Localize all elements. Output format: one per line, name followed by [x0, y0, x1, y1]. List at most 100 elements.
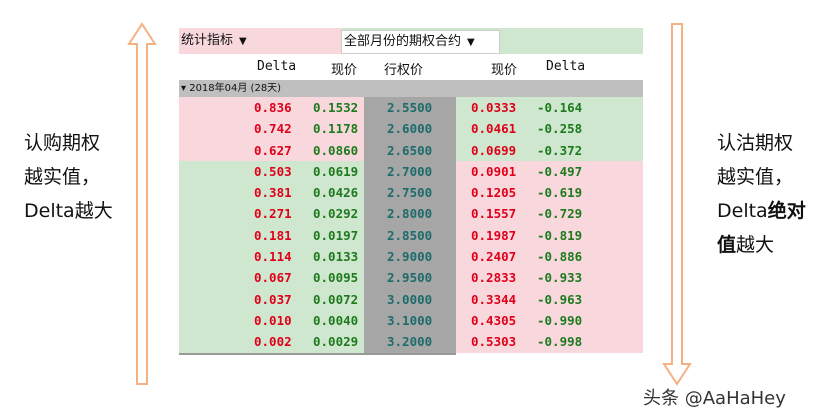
strike-bg — [364, 118, 456, 140]
contract-month-label: 全部月份的期权合约 — [344, 34, 462, 49]
call-delta-cell: 0.381 — [254, 185, 292, 201]
strike-bg — [364, 224, 456, 247]
call-side-bg — [179, 203, 364, 225]
strike-cell: 2.7500 — [387, 185, 433, 201]
put-side-bg — [456, 288, 643, 310]
collapse-triangle-icon[interactable]: ▾ — [181, 83, 190, 94]
call-side-bg — [179, 97, 364, 119]
call-delta-cell: 0.181 — [254, 227, 292, 243]
call-delta-cell: 0.037 — [254, 291, 292, 307]
watermark: 头条 @AaHaHey — [643, 388, 786, 409]
put-annotation-line3: Delta绝对 — [717, 194, 806, 228]
put-price-cell: 0.1205 — [471, 185, 517, 201]
call-price-cell: 0.0095 — [313, 270, 359, 286]
strike-cell: 3.2000 — [387, 334, 433, 350]
call-side-bg — [179, 160, 364, 183]
call-side-bg — [179, 309, 364, 332]
call-delta-cell: 0.271 — [254, 206, 292, 222]
expiry-group-row[interactable]: ▾ 2018年04月 (28天) — [179, 80, 643, 97]
call-delta-cell: 0.067 — [254, 270, 292, 286]
call-delta-cell: 0.836 — [254, 100, 292, 115]
put-annotation-larger: 越大 — [736, 234, 775, 256]
call-side-bg — [179, 224, 364, 247]
col-put-delta[interactable]: Delta — [546, 59, 586, 74]
call-side-bg — [179, 246, 364, 268]
call-price-cell: 0.0426 — [313, 185, 359, 201]
put-annotation-line4: 值越大 — [717, 228, 806, 262]
call-delta-cell: 0.503 — [254, 163, 292, 179]
call-price-cell: 0.0029 — [313, 334, 359, 350]
put-delta-cell: -0.990 — [537, 312, 583, 328]
table-row[interactable]: 0.002 0.0029 3.2000 0.5303 -0.998 — [179, 331, 643, 353]
put-delta-cell: -0.963 — [537, 291, 583, 307]
put-annotation-line2: 越实值， — [717, 166, 794, 188]
strike-cell: 3.0000 — [387, 291, 433, 307]
put-side-bg — [456, 118, 643, 140]
table-row[interactable]: 0.627 0.0860 2.6500 0.0699 -0.372 — [179, 139, 643, 161]
put-side-bg — [456, 182, 643, 204]
expiry-group-label: 2018年04月 (28天) — [189, 83, 282, 94]
put-side-bg — [456, 309, 643, 332]
put-price-cell: 0.0333 — [471, 100, 517, 115]
toolbar: 统计指标 ▼ 全部月份的期权合约 ▼ — [179, 28, 643, 54]
strike-cell: 2.5500 — [387, 100, 433, 115]
strike-bg — [364, 160, 456, 183]
chevron-down-icon: ▼ — [467, 37, 475, 48]
call-annotation-line2: 越实值， — [24, 166, 101, 188]
put-price-cell: 0.1987 — [471, 227, 517, 243]
put-annotation-absolute: 绝对 — [767, 200, 806, 222]
strike-cell: 2.6000 — [387, 121, 433, 137]
stat-indicator-dropdown[interactable]: 统计指标 ▼ — [181, 30, 247, 52]
put-annotation-line1: 认沽期权 — [717, 132, 794, 154]
table-row[interactable]: 0.037 0.0072 3.0000 0.3344 -0.963 — [179, 288, 643, 310]
call-price-cell: 0.1178 — [313, 121, 359, 137]
call-side-bg — [179, 182, 364, 204]
strike-bg — [364, 139, 456, 161]
column-header-row: Delta 现价 行权价 现价 Delta — [179, 54, 643, 80]
table-row[interactable]: 0.503 0.0619 2.7000 0.0901 -0.497 — [179, 160, 643, 183]
put-side-bg — [456, 203, 643, 225]
put-annotation-value: 值 — [717, 234, 737, 256]
col-call-delta[interactable]: Delta — [257, 59, 297, 74]
call-side-bg — [179, 267, 364, 289]
col-put-price[interactable]: 现价 — [491, 63, 518, 78]
put-delta-cell: -0.164 — [537, 100, 583, 115]
strike-cell: 2.6500 — [387, 142, 433, 158]
chevron-down-icon: ▼ — [239, 36, 247, 47]
table-row[interactable]: 0.381 0.0426 2.7500 0.1205 -0.619 — [179, 182, 643, 204]
put-side-bg — [456, 246, 643, 268]
table-row[interactable]: 0.836 0.1532 2.5500 0.0333 -0.164 — [179, 97, 643, 119]
put-side-bg — [456, 97, 643, 119]
contract-month-dropdown[interactable]: 全部月份的期权合约 ▼ — [341, 30, 500, 54]
table-row[interactable]: 0.742 0.1178 2.6000 0.0461 -0.258 — [179, 118, 643, 140]
call-annotation-line3: Delta越大 — [24, 200, 113, 222]
option-rows: 0.836 0.1532 2.5500 0.0333 -0.164 0.742 0.1178… — [179, 97, 643, 353]
left-up-arrow — [127, 22, 157, 385]
strike-bg — [364, 246, 456, 268]
col-call-price[interactable]: 现价 — [331, 63, 358, 78]
table-row[interactable]: 0.067 0.0095 2.9500 0.2833 -0.933 — [179, 267, 643, 289]
put-side-bg — [456, 160, 643, 183]
strike-cell: 2.7000 — [387, 163, 433, 179]
call-annotation-line1: 认购期权 — [24, 132, 101, 154]
table-row[interactable]: 0.181 0.0197 2.8500 0.1987 -0.819 — [179, 224, 643, 247]
strike-cell: 2.9500 — [387, 270, 433, 286]
call-price-cell: 0.0197 — [313, 227, 359, 243]
call-annotation: 认购期权 越实值， Delta越大 — [24, 126, 113, 228]
put-delta-cell: -0.619 — [537, 185, 583, 201]
call-price-cell: 0.0860 — [313, 142, 359, 158]
table-bottom-border — [179, 352, 456, 355]
col-strike[interactable]: 行权价 — [384, 63, 424, 78]
call-delta-cell: 0.010 — [254, 312, 292, 328]
put-price-cell: 0.2407 — [471, 249, 517, 265]
call-price-cell: 0.0292 — [313, 206, 359, 222]
strike-cell: 2.9000 — [387, 249, 433, 265]
put-delta-cell: -0.372 — [537, 142, 583, 158]
table-row[interactable]: 0.114 0.0133 2.9000 0.2407 -0.886 — [179, 246, 643, 268]
call-price-cell: 0.0072 — [313, 291, 359, 307]
call-price-cell: 0.1532 — [313, 100, 359, 115]
strike-cell: 2.8000 — [387, 206, 433, 222]
table-row[interactable]: 0.271 0.0292 2.8000 0.1557 -0.729 — [179, 203, 643, 225]
strike-cell: 3.1000 — [387, 312, 433, 328]
table-row[interactable]: 0.010 0.0040 3.1000 0.4305 -0.990 — [179, 309, 643, 332]
